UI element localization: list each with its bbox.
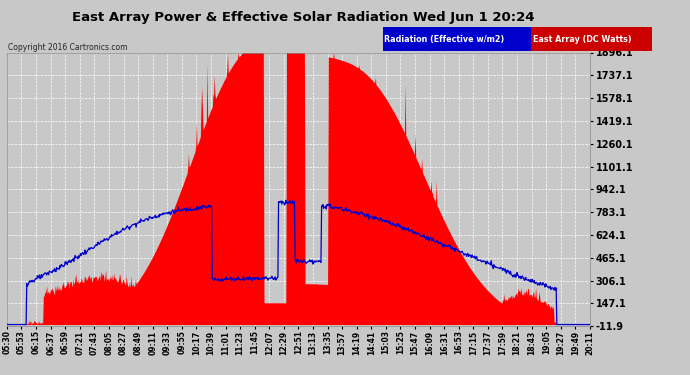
Text: Radiation (Effective w/m2): Radiation (Effective w/m2) (384, 35, 504, 44)
Text: East Array (DC Watts): East Array (DC Watts) (533, 35, 631, 44)
Text: Copyright 2016 Cartronics.com: Copyright 2016 Cartronics.com (8, 43, 128, 52)
Text: East Array Power & Effective Solar Radiation Wed Jun 1 20:24: East Array Power & Effective Solar Radia… (72, 11, 535, 24)
